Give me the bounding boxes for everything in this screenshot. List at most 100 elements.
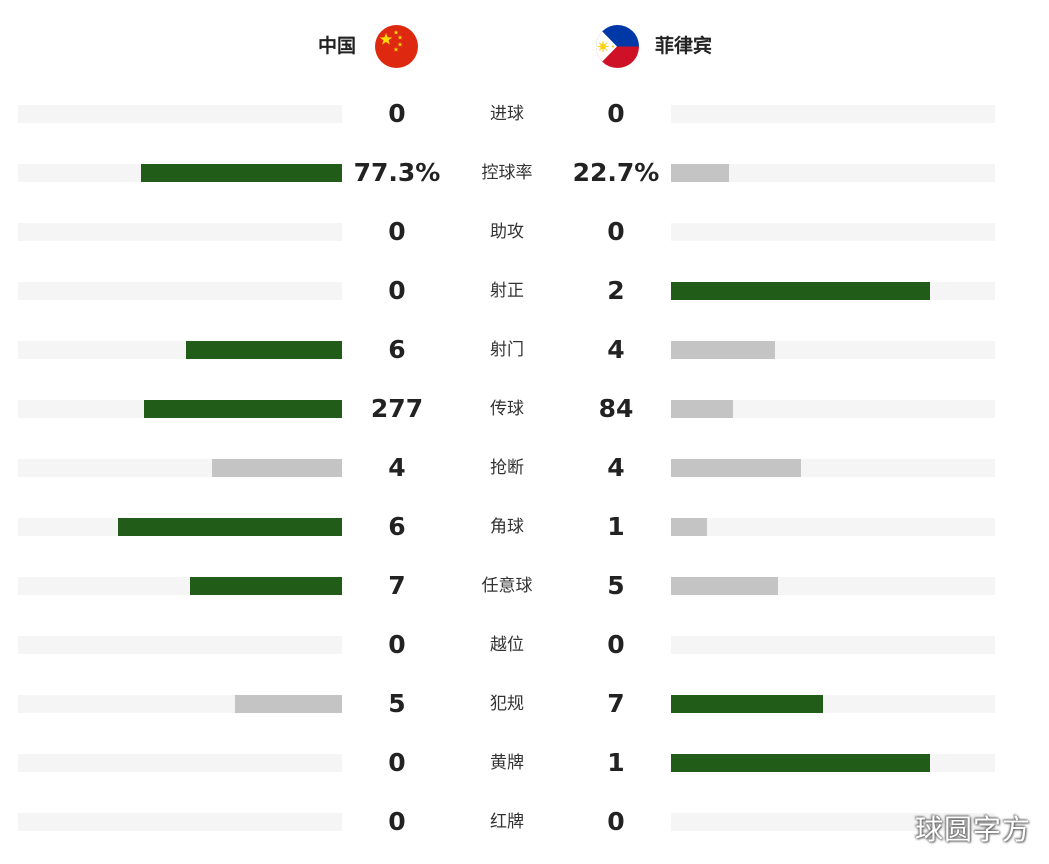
stat-row: 0 助攻 0 [0,202,1049,261]
stat-row: 6 射门 4 [0,320,1049,379]
away-bar-track [671,459,995,477]
home-bar-track [18,754,342,772]
stats-comparison-list: 0 进球 0 77.3% 控球率 22.7% 0 助攻 0 0 射正 2 6 射门 4 277 传球 84 4 抢断 4… [0,84,1049,851]
home-bar-track [18,577,342,595]
away-stat-value: 0 [607,99,625,128]
watermark: 球圆字方 [914,813,1031,846]
home-stat-value: 0 [388,807,406,836]
home-bar-track [18,282,342,300]
stat-row: 7 任意球 5 [0,556,1049,615]
away-bar-fill [671,282,930,300]
home-bar-track [18,223,342,241]
stat-row: 77.3% 控球率 22.7% [0,143,1049,202]
away-stat-value: 4 [607,453,625,482]
away-stat-value: 1 [607,512,625,541]
away-bar-track [671,105,995,123]
home-team-name: 中国 [317,35,356,57]
away-bar-fill [671,577,778,595]
away-stat-value: 0 [607,217,625,246]
stat-label: 越位 [490,635,524,655]
stat-label: 黄牌 [490,753,524,773]
away-stat-value: 4 [607,335,625,364]
away-bar-fill [671,518,707,536]
home-bar-track [18,400,342,418]
stat-label: 犯规 [490,694,524,714]
stat-row: 0 黄牌 1 [0,733,1049,792]
home-bar-track [18,341,342,359]
home-stat-value: 0 [388,630,406,659]
home-stat-value: 0 [388,99,406,128]
away-bar-track [671,813,995,831]
away-stat-value: 7 [607,689,625,718]
stat-label: 助攻 [490,222,524,242]
home-bar-track [18,164,342,182]
away-bar-fill [671,754,930,772]
home-stat-value: 277 [370,394,424,423]
home-stat-value: 6 [388,335,406,364]
away-bar-track [671,164,995,182]
away-bar-track [671,400,995,418]
away-bar-track [671,518,995,536]
home-bar-track [18,813,342,831]
away-stat-value: 84 [598,394,634,423]
stat-row: 0 越位 0 [0,615,1049,674]
away-stat-value: 0 [607,630,625,659]
away-bar-fill [671,164,729,182]
away-stat-value: 2 [607,276,625,305]
stat-label: 射正 [490,281,524,301]
away-bar-fill [671,400,733,418]
stat-label: 控球率 [481,163,533,183]
away-bar-track [671,577,995,595]
stat-row: 0 红牌 0 [0,792,1049,851]
away-bar-fill [671,459,801,477]
away-stat-value: 22.7% [572,158,660,187]
stat-label: 任意球 [481,576,533,596]
away-team-name: 菲律宾 [655,35,713,57]
stat-label: 抢断 [490,458,524,478]
stat-label: 红牌 [490,812,524,832]
home-bar-track [18,105,342,123]
stat-label: 射门 [490,340,524,360]
home-stat-value: 6 [388,512,406,541]
away-bar-track [671,754,995,772]
home-bar-fill [141,164,342,182]
stat-row: 6 角球 1 [0,497,1049,556]
stat-row: 0 进球 0 [0,84,1049,143]
home-bar-fill [186,341,342,359]
away-bar-track [671,636,995,654]
stat-label: 进球 [490,104,524,124]
stat-row: 4 抢断 4 [0,438,1049,497]
away-bar-fill [671,341,775,359]
home-bar-fill [144,400,342,418]
home-bar-track [18,636,342,654]
home-bar-fill [235,695,342,713]
away-stat-value: 1 [607,748,625,777]
stat-row: 0 射正 2 [0,261,1049,320]
home-stat-value: 7 [388,571,406,600]
away-bar-track [671,282,995,300]
stat-row: 277 传球 84 [0,379,1049,438]
home-bar-fill [212,459,342,477]
home-stat-value: 4 [388,453,406,482]
match-header: 中国 菲律宾 [0,0,1049,92]
home-bar-fill [118,518,342,536]
away-bar-track [671,341,995,359]
china-flag-icon [375,25,418,68]
stat-row: 5 犯规 7 [0,674,1049,733]
away-stat-value: 0 [607,807,625,836]
home-bar-track [18,459,342,477]
stat-label: 传球 [490,399,524,419]
home-bar-fill [190,577,342,595]
home-stat-value: 77.3% [353,158,441,187]
away-bar-fill [671,695,823,713]
home-bar-track [18,695,342,713]
home-stat-value: 0 [388,217,406,246]
away-stat-value: 5 [607,571,625,600]
away-bar-track [671,695,995,713]
home-bar-track [18,518,342,536]
philippines-flag-icon [596,25,639,68]
stat-label: 角球 [490,517,524,537]
away-bar-track [671,223,995,241]
home-stat-value: 5 [388,689,406,718]
home-stat-value: 0 [388,748,406,777]
